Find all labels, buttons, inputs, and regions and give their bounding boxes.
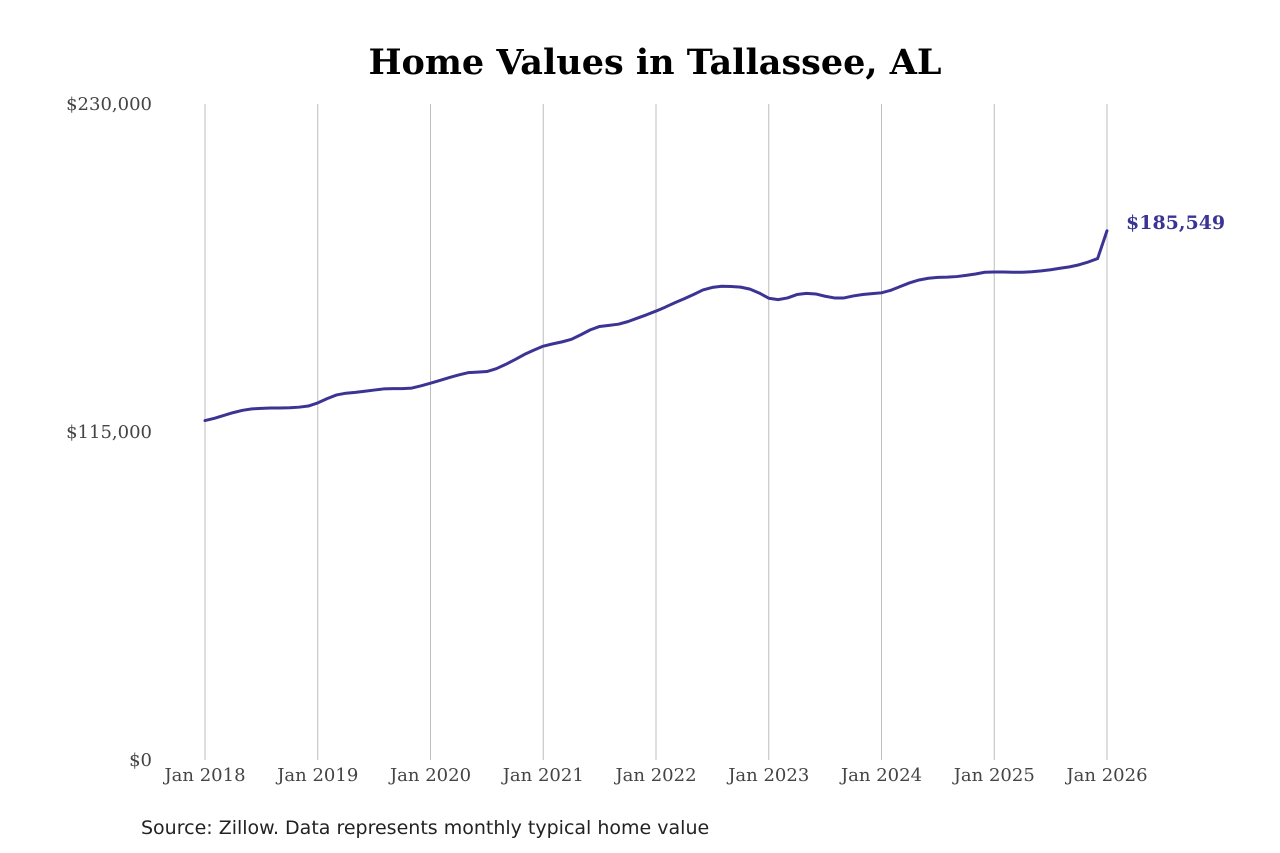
chart-title: Home Values in Tallassee, AL: [368, 42, 941, 83]
x-tick-label: Jan 2025: [952, 765, 1035, 786]
x-tick-label: Jan 2021: [501, 765, 584, 786]
x-tick-label: Jan 2026: [1064, 765, 1147, 786]
y-axis-tick-labels: $0 $115,000 $230,000: [66, 94, 152, 771]
y-tick-label: $0: [129, 750, 152, 771]
end-value-label: $185,549: [1126, 212, 1225, 234]
x-axis-tick-labels: Jan 2018 Jan 2019 Jan 2020 Jan 2021 Jan 2022…: [162, 765, 1147, 786]
source-note: Source: Zillow. Data represents monthly …: [141, 817, 709, 839]
series-line: [203, 229, 1109, 423]
x-tick-label: Jan 2019: [275, 765, 358, 786]
x-tick-label: Jan 2024: [839, 765, 922, 786]
vertical-grid: [204, 104, 1108, 760]
x-tick-label: Jan 2023: [726, 765, 809, 786]
y-tick-label: $230,000: [66, 94, 152, 115]
x-tick-label: Jan 2018: [162, 765, 245, 786]
x-tick-label: Jan 2022: [613, 765, 696, 786]
series-layer: [203, 229, 1109, 423]
x-tick-label: Jan 2020: [388, 765, 471, 786]
y-tick-label: $115,000: [66, 422, 152, 443]
